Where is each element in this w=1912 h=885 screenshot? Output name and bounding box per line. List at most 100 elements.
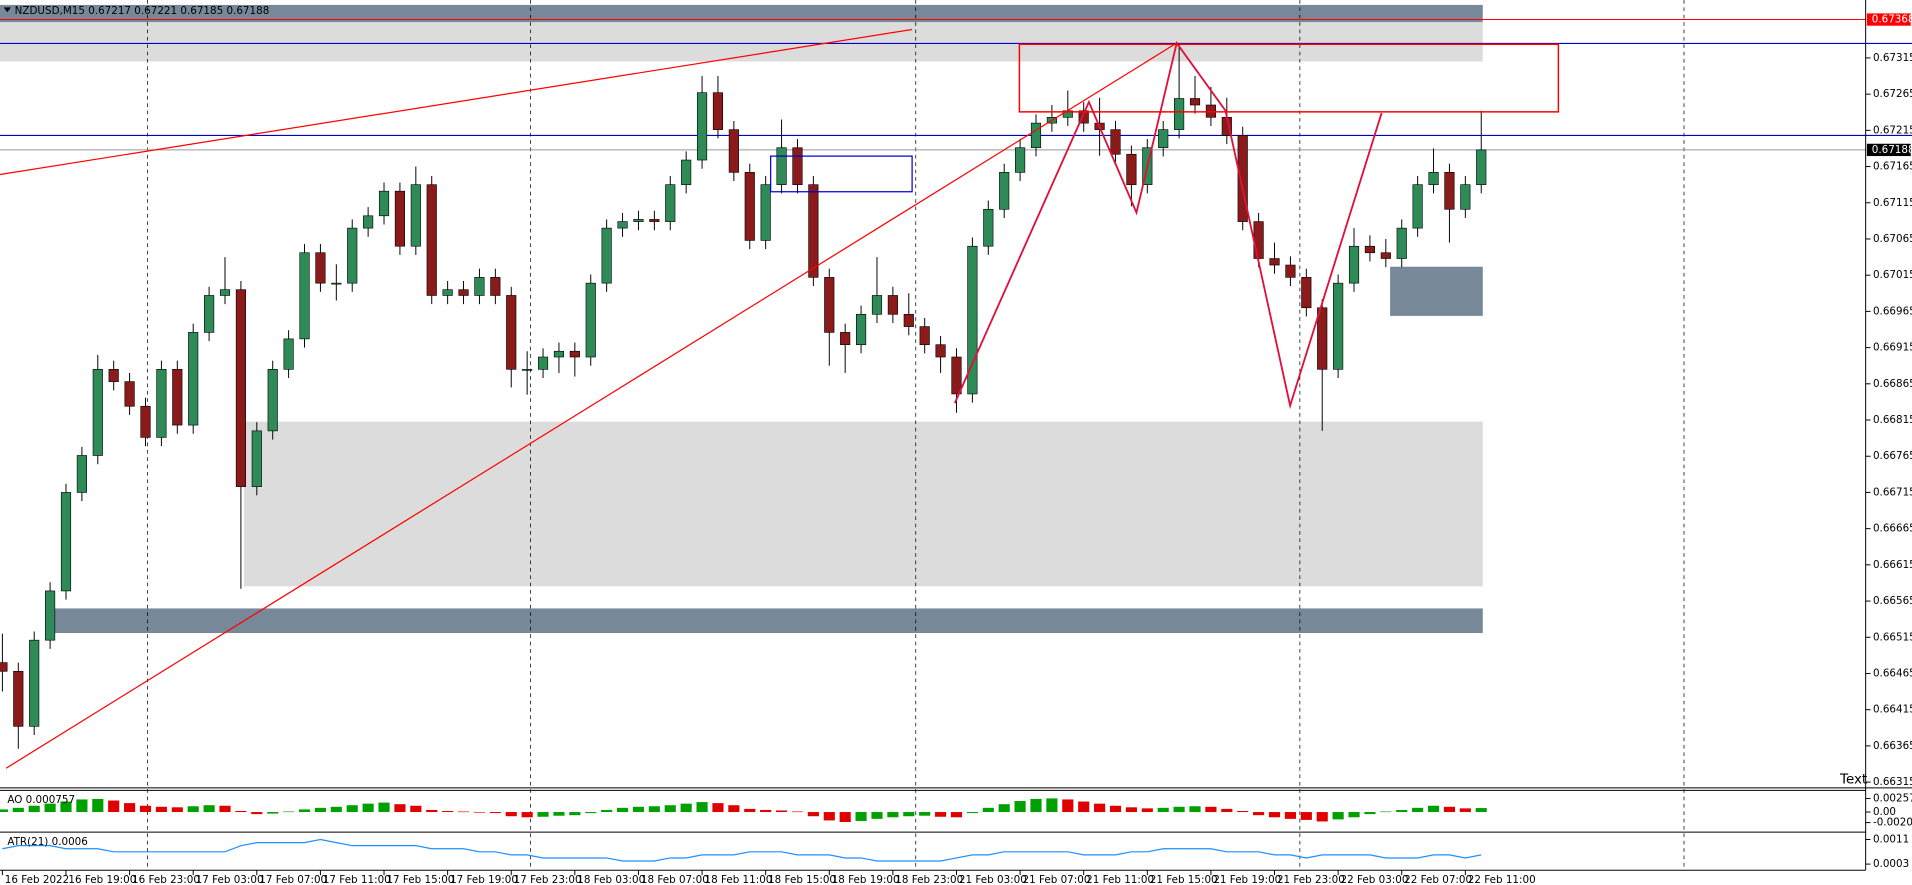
histogram-bar (1157, 807, 1169, 813)
y-tick-label: 0.66415 (1873, 704, 1912, 716)
histogram-bar (728, 805, 740, 813)
histogram-bar (1348, 812, 1360, 818)
zone (243, 421, 1483, 587)
histogram-bar (807, 812, 819, 817)
candle-body (824, 277, 835, 333)
candle-body (1253, 221, 1264, 259)
candle-body (1412, 184, 1423, 229)
candle-body (188, 332, 199, 426)
trend-line (0, 28, 913, 176)
candle-body (681, 159, 692, 185)
histogram-bar (44, 803, 56, 813)
y-tick-label: 0.66965 (1873, 305, 1912, 317)
candle-body (871, 295, 883, 315)
candle-body (808, 184, 819, 278)
price-label: 0.67188 (1872, 144, 1912, 156)
candle-body (792, 147, 803, 185)
histogram-bar (187, 806, 199, 813)
candle-body (92, 369, 103, 456)
candle-body (760, 184, 771, 241)
histogram-bar (410, 805, 422, 813)
candle-body (60, 492, 72, 592)
histogram-bar (378, 802, 390, 813)
candle-body (45, 590, 56, 641)
histogram-bar (966, 812, 978, 814)
candle-body (1396, 227, 1407, 259)
x-tick-label: 16 Feb 23:00 (132, 874, 200, 885)
zigzag (953, 40, 1383, 410)
histogram-bar (616, 807, 629, 813)
y-tick-label: 0.66565 (1873, 595, 1912, 607)
candle-body (712, 92, 724, 130)
x-tick-label: 17 Feb 23:00 (514, 874, 582, 885)
candle-body (919, 326, 930, 346)
histogram-bar (744, 808, 756, 813)
histogram-bar (1475, 808, 1487, 813)
candle-body (1237, 135, 1248, 222)
zone (1390, 266, 1483, 316)
candle-body (1428, 172, 1439, 185)
candle-body (1189, 98, 1201, 106)
histogram-bar (1268, 812, 1281, 818)
histogram-bar (1332, 812, 1344, 820)
candle-body (1110, 129, 1121, 155)
candle-body (1030, 122, 1042, 149)
y-tick-label: 0.00 (1873, 806, 1896, 818)
zones (0, 4, 1483, 634)
histogram-bar (314, 807, 326, 813)
histogram-bar (887, 812, 899, 818)
candle-body (410, 184, 421, 247)
y-tick-label: 0.67215 (1873, 124, 1912, 136)
histogram-bar (267, 812, 279, 814)
histogram-bar (1173, 806, 1185, 813)
x-tick-label: 17 Feb 19:00 (450, 874, 518, 885)
candle-body (299, 252, 310, 340)
y-tick-label: 0.66915 (1873, 342, 1912, 354)
zone (48, 608, 1483, 634)
histogram-bar (171, 807, 183, 813)
candle-body (331, 282, 342, 285)
histogram-bar (537, 812, 549, 817)
histogram-bar (505, 812, 517, 817)
histogram-bar (219, 805, 231, 813)
y-tick-label: 0.67115 (1873, 197, 1912, 209)
y-tick-label: 0.67065 (1873, 233, 1912, 245)
histogram-bar (1109, 805, 1122, 813)
histogram-bar (1364, 812, 1376, 815)
histogram-bar (1284, 812, 1296, 819)
menu-arrow[interactable] (3, 7, 11, 13)
candle-body (363, 215, 374, 229)
indicator-title: AO 0.000757 (7, 794, 75, 806)
candle-body (156, 369, 167, 438)
y-tick-label: 0.66765 (1873, 450, 1912, 462)
candle-body (776, 147, 787, 185)
y-tick-label: 0.66315 (1873, 776, 1912, 788)
chart-title: NZDUSD,M15 0.67217 0.67221 0.67185 0.671… (15, 5, 270, 17)
histogram-bar (1030, 798, 1042, 813)
histogram-bar (0, 809, 8, 813)
histogram-bar (680, 803, 692, 813)
histogram-bar (1253, 812, 1265, 816)
candle-body (696, 92, 708, 161)
candle-body (633, 219, 644, 222)
x-tick-label: 18 Feb 11:00 (704, 874, 772, 885)
histogram-bar (950, 812, 963, 818)
candle-body (458, 289, 469, 296)
trend-line (5, 42, 1178, 769)
candle-body (1015, 147, 1026, 173)
candle-body (1269, 258, 1280, 266)
y-tick-label: 0.002576 (1873, 793, 1912, 805)
histogram-bar (1205, 806, 1217, 813)
x-tick-label: 21 Feb 15:00 (1150, 874, 1218, 885)
candle-body (474, 277, 485, 296)
y-tick-label: 0.66865 (1873, 378, 1912, 390)
histogram-bar (362, 803, 374, 813)
histogram-bar (155, 806, 167, 813)
histogram-bar (1459, 808, 1471, 813)
histogram-bar (998, 804, 1010, 813)
candle-body (665, 184, 676, 222)
y-tick-label: 0.66515 (1873, 631, 1912, 643)
